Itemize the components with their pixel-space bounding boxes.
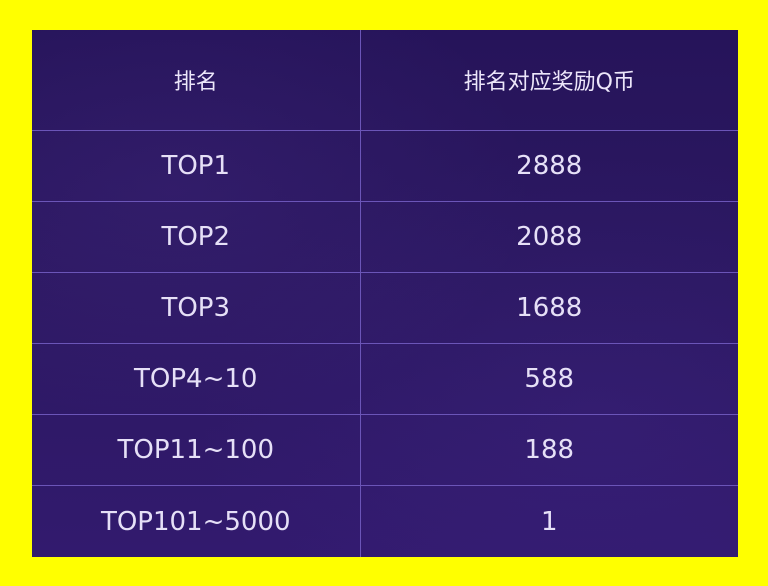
rank-cell: TOP101~5000 <box>32 485 361 557</box>
reward-cell: 188 <box>359 414 738 487</box>
reward-cell: 1 <box>359 485 738 557</box>
table-row: TOP101~5000 1 <box>32 485 738 557</box>
reward-cell: 588 <box>359 342 738 416</box>
reward-cell: 2888 <box>359 129 738 202</box>
table-row: TOP4~10 588 <box>32 342 738 416</box>
reward-table-panel: 排名 排名对应奖励Q币 TOP1 2888 TOP2 2088 TOP3 168… <box>32 30 738 557</box>
table-row: TOP11~100 188 <box>32 414 738 487</box>
table-row: TOP3 1688 <box>32 271 738 344</box>
table-row: TOP2 2088 <box>32 200 738 273</box>
reward-cell: 2088 <box>359 200 738 273</box>
header-rank: 排名 <box>32 30 361 131</box>
table-row: TOP1 2888 <box>32 129 738 202</box>
rank-cell: TOP4~10 <box>32 342 361 416</box>
rank-cell: TOP2 <box>32 200 361 273</box>
reward-table: 排名 排名对应奖励Q币 TOP1 2888 TOP2 2088 TOP3 168… <box>32 30 738 557</box>
reward-cell: 1688 <box>359 271 738 344</box>
header-reward: 排名对应奖励Q币 <box>359 30 738 131</box>
rank-cell: TOP11~100 <box>32 414 361 487</box>
table-header-row: 排名 排名对应奖励Q币 <box>32 30 738 131</box>
rank-cell: TOP1 <box>32 129 361 202</box>
rank-cell: TOP3 <box>32 271 361 344</box>
